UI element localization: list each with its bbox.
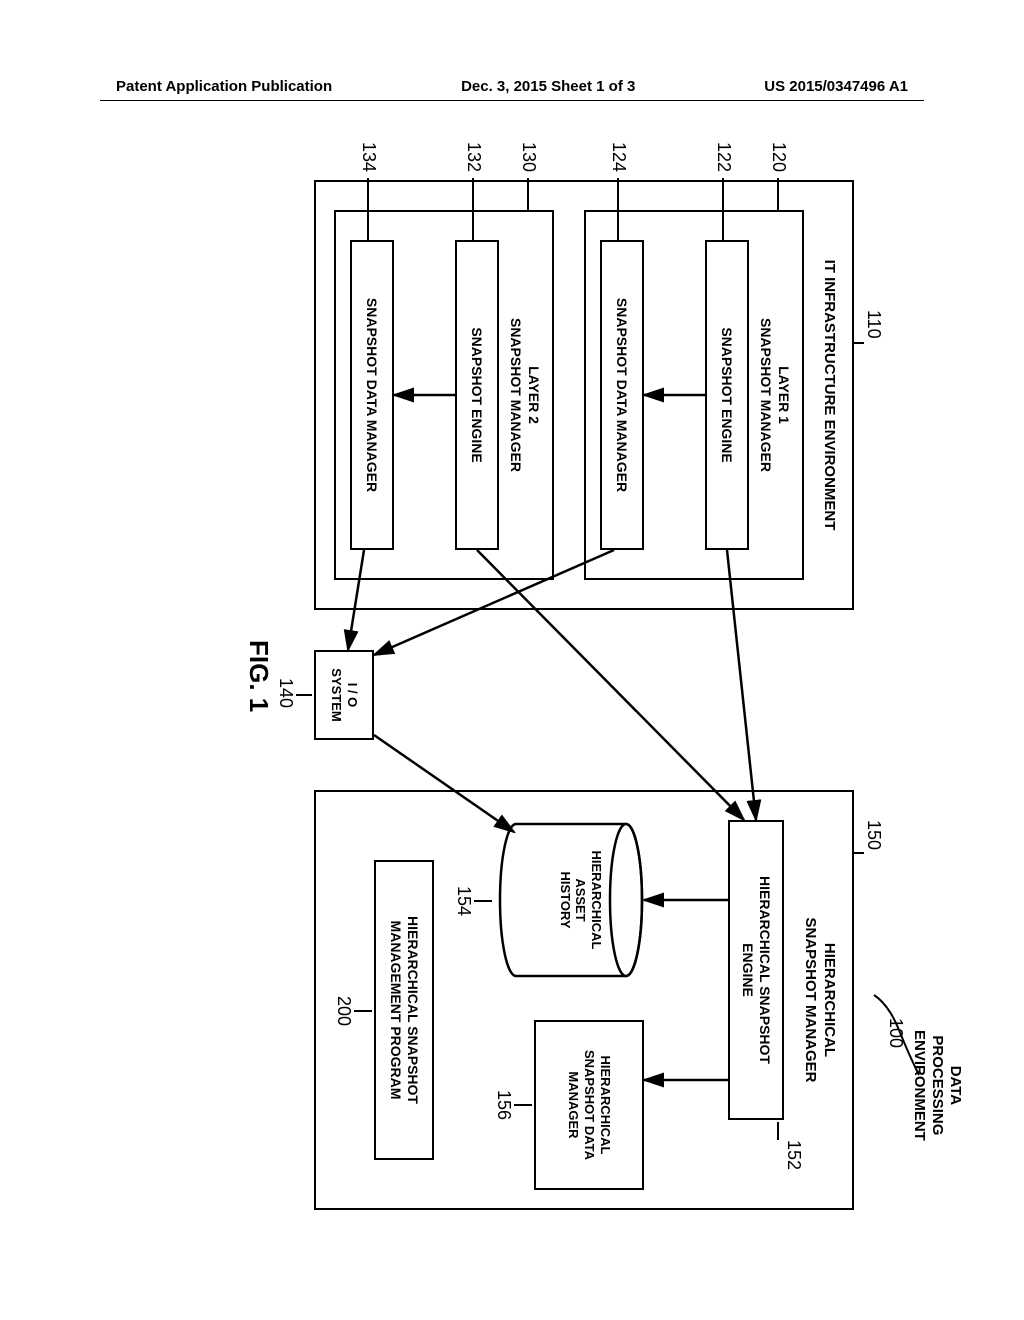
hsm-datamgr-l3: MANAGER bbox=[566, 1071, 581, 1138]
hsm-engine-refline bbox=[777, 1122, 779, 1140]
hsm-datamgr-label: HIERARCHICAL SNAPSHOT DATA MANAGER bbox=[565, 1050, 614, 1160]
header-center: Dec. 3, 2015 Sheet 1 of 3 bbox=[461, 78, 635, 95]
diagram-stage: DATA PROCESSING ENVIRONMENT 100 IT INFRA… bbox=[0, 160, 934, 1004]
page-header: Patent Application Publication Dec. 3, 2… bbox=[0, 78, 1024, 95]
header-left: Patent Application Publication bbox=[116, 78, 332, 95]
env-title-l1: DATA PROCESSING bbox=[929, 1035, 964, 1135]
page: Patent Application Publication Dec. 3, 2… bbox=[0, 0, 1024, 1320]
hsm-datamgr-ref: 156 bbox=[493, 1090, 514, 1120]
env-title: DATA PROCESSING ENVIRONMENT bbox=[910, 1030, 964, 1141]
header-rule bbox=[100, 100, 924, 101]
hsm-datamgr-refline bbox=[514, 1104, 532, 1106]
hsm-datamgr-l2: SNAPSHOT DATA bbox=[582, 1050, 597, 1160]
hsm-engine-ref: 152 bbox=[783, 1140, 804, 1170]
hsm-datamgr-l1: HIERARCHICAL bbox=[598, 1056, 613, 1155]
hsm-datamgr-box: HIERARCHICAL SNAPSHOT DATA MANAGER bbox=[534, 1020, 644, 1190]
env-title-l2: ENVIRONMENT bbox=[911, 1030, 928, 1141]
hsm-program-refline bbox=[354, 1010, 372, 1012]
arrows-layer bbox=[0, 160, 934, 1004]
header-right: US 2015/0347496 A1 bbox=[764, 78, 908, 95]
